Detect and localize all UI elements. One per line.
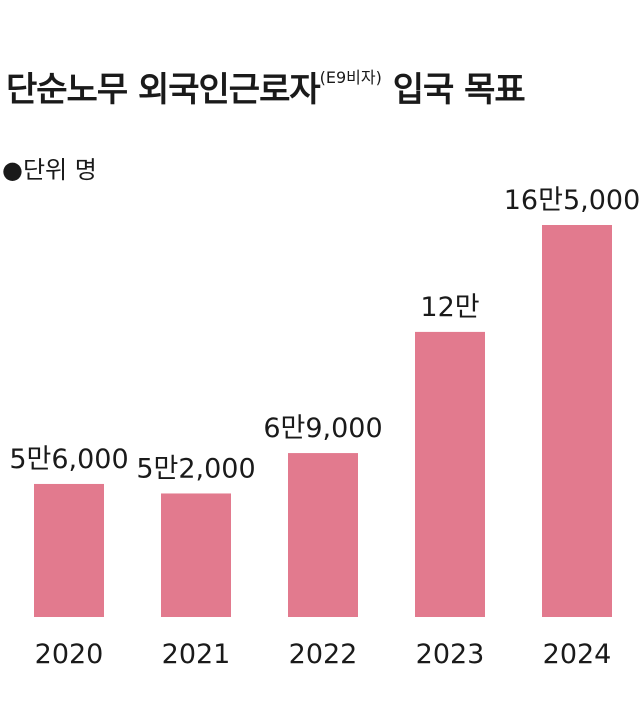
value-label-2021: 5만2,000 — [136, 453, 255, 484]
bar-2023 — [415, 331, 485, 617]
value-label-2024: 16만5,000 — [504, 185, 640, 216]
chart-title: 단순노무 외국인근로자(E9비자) 입국 목표 — [6, 62, 526, 111]
x-tick-2023: 2023 — [416, 639, 485, 670]
x-tick-2022: 2022 — [289, 639, 358, 670]
x-tick-2024: 2024 — [543, 639, 612, 670]
value-label-2022: 6만9,000 — [263, 413, 382, 444]
x-tick-2020: 2020 — [35, 639, 104, 670]
chart-title-tail: 입국 목표 — [392, 70, 526, 110]
bar-2022 — [288, 453, 358, 617]
unit-label: ●단위 명 — [2, 156, 97, 184]
bar-2021 — [161, 493, 231, 617]
bar-2024 — [542, 225, 612, 617]
chart-title-sup: (E9비자) — [319, 68, 382, 87]
x-tick-2021: 2021 — [162, 639, 231, 670]
chart-title-main: 단순노무 외국인근로자 — [6, 70, 321, 110]
value-label-2020: 5만6,000 — [9, 444, 128, 475]
value-label-2023: 12만 — [420, 292, 479, 323]
bar-2020 — [34, 483, 104, 617]
